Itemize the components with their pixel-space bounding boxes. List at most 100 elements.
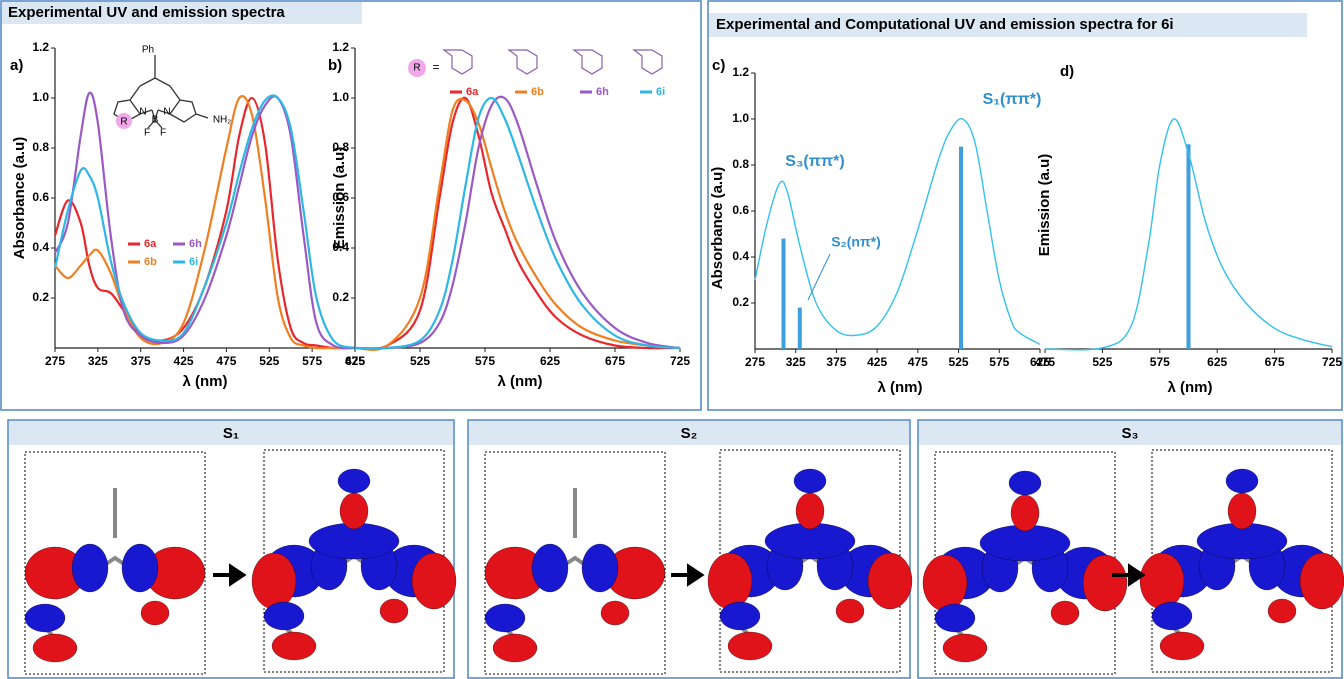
title-bar [709,13,1307,37]
orbital-lobe [71,543,109,593]
r-highlight [408,59,426,77]
orbital-lobe [793,468,827,494]
x-tick-label: 725 [1322,355,1342,369]
title-bar [919,421,1341,445]
x-tick-label: 625 [540,354,560,368]
y-tick-label: 0.4 [32,240,49,254]
x-tick-label: 425 [867,355,887,369]
spectrum-line [1044,118,1333,351]
y-axis-title: Emission (a.u) [1036,154,1053,257]
spectrum-line [53,91,356,350]
inset-label: = [432,60,439,74]
substituent [442,49,473,75]
substituent [632,49,663,75]
orbital-lobe [1225,468,1259,494]
x-tick-label: 325 [88,354,108,368]
title-bar [9,421,453,445]
x-tick-label: 525 [1092,355,1112,369]
legend-label: 6a [466,86,479,98]
r-highlight [116,113,132,129]
substituent [507,49,538,75]
title-bar [2,2,362,24]
orbital-lobe [339,492,369,530]
structure-label: Ph [142,45,154,56]
arrow [1112,563,1146,587]
panel-title: Experimental and Computational UV and em… [716,16,1174,33]
orbital-lobe [1050,600,1080,626]
legend-label: 6i [656,86,665,98]
legend-label: 6i [189,256,198,268]
x-tick-label: 475 [216,354,236,368]
y-tick-label: 0.4 [732,249,749,263]
structure-label: R [120,117,127,128]
legend-label: 6h [596,86,609,98]
arrow [213,563,247,587]
orbital-lobe [795,492,825,530]
orbital-lobe [271,631,317,661]
transition-bar [781,238,786,349]
spectrum-line [354,95,681,350]
transition-bar [959,146,964,349]
spectrum-line [354,96,681,350]
y-tick-label: 0.2 [32,290,49,304]
y-tick-label: 0.8 [332,140,349,154]
orbital-lobe [379,598,409,624]
spectrum-line [53,94,356,350]
x-axis-title: λ (nm) [498,373,543,390]
orbital-lobe [727,631,773,661]
x-tick-label: 525 [259,354,279,368]
legend-label: 6b [144,256,157,268]
y-tick-label: 1.0 [32,90,49,104]
y-tick-label: 1.2 [332,40,349,54]
legend-label: 6b [531,86,544,98]
orbital-images [484,449,913,675]
x-tick-label: 675 [1265,355,1285,369]
orbital-lobe [719,601,761,631]
orbital-lobe [1151,601,1193,631]
legend-label: 6h [189,238,202,250]
orbital-lobe [581,543,619,593]
x-tick-label: 425 [174,354,194,368]
y-tick-label: 0.6 [332,190,349,204]
arrow [671,563,705,587]
orbital-frame [917,419,1343,679]
inset-label: R [413,63,420,74]
image-frame [24,451,206,675]
orbital-frame [467,419,911,679]
y-tick-label: 0.8 [32,140,49,154]
orbital-lobe [600,600,630,626]
x-tick-label: 275 [745,355,765,369]
y-axis-title: Absorbance (a.u) [11,137,28,260]
image-frame [484,451,666,675]
orbital-lobe [121,543,159,593]
orbital-lobe [1082,554,1128,612]
substituent [572,49,603,75]
title-bar [469,421,909,445]
y-tick-label: 0.2 [732,295,749,309]
orbital-title: S₁ [223,425,239,442]
orbital-frame [7,419,455,679]
orbital-lobe [337,468,371,494]
y-axis-title: Absorbance (a.u) [709,167,726,290]
orbital-title: S₂ [681,425,698,442]
x-tick-label: 325 [786,355,806,369]
orbital-lobe [24,603,66,633]
structure-label: N [139,107,146,118]
x-tick-label: 375 [131,354,151,368]
panel-label: d) [1060,63,1074,80]
leader-line [807,253,831,301]
x-tick-label: 475 [345,354,365,368]
y-tick-label: 1.2 [732,65,749,79]
panel-title: Experimental UV and emission spectra [8,4,285,21]
x-tick-label: 525 [410,354,430,368]
panel-label: b) [328,57,342,74]
x-tick-label: 575 [302,354,322,368]
orbital-lobe [32,633,78,663]
x-tick-label: 625 [345,354,365,368]
structure-label: F [160,128,166,139]
orbital-lobe [1159,631,1205,661]
y-tick-label: 0.8 [732,157,749,171]
orbital-lobe [922,554,968,612]
